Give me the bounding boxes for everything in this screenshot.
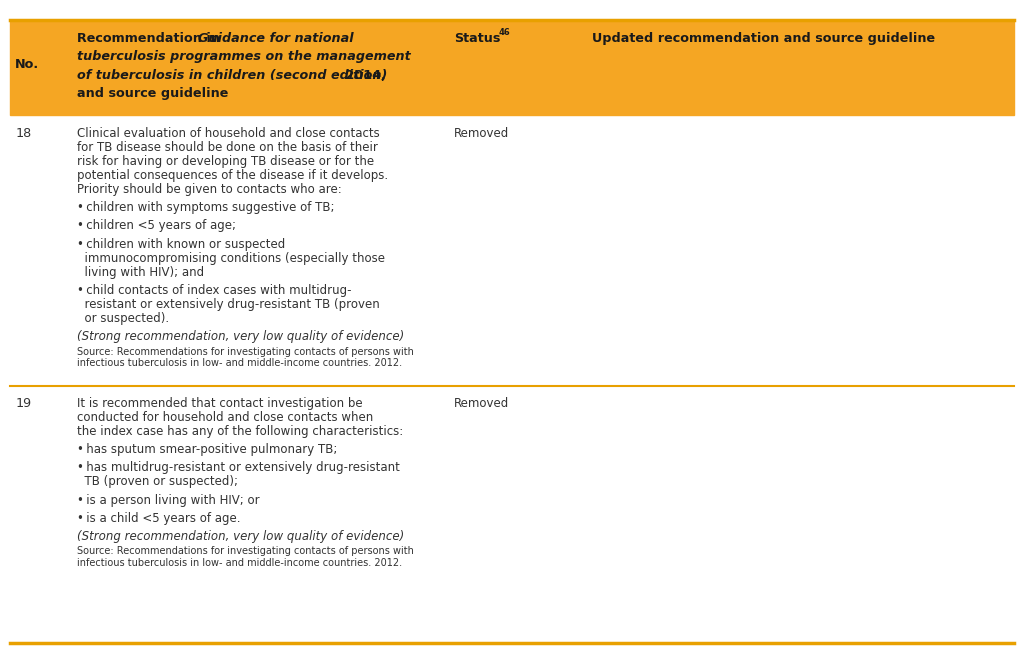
Text: • children with symptoms suggestive of TB;: • children with symptoms suggestive of T… [77,201,334,214]
Text: Guidance for national: Guidance for national [198,32,353,45]
Text: risk for having or developing TB disease or for the: risk for having or developing TB disease… [77,155,374,168]
Text: (Strong recommendation, very low quality of evidence): (Strong recommendation, very low quality… [77,530,404,543]
Text: potential consequences of the disease if it develops.: potential consequences of the disease if… [77,169,388,182]
Text: • has multidrug-resistant or extensively drug-resistant: • has multidrug-resistant or extensively… [77,461,399,474]
Text: Status: Status [454,32,500,45]
Text: • children <5 years of age;: • children <5 years of age; [77,219,236,233]
Text: Recommendation in: Recommendation in [77,32,224,45]
Text: resistant or extensively drug-resistant TB (proven: resistant or extensively drug-resistant … [77,298,380,311]
Text: immunocompromising conditions (especially those: immunocompromising conditions (especiall… [77,252,385,265]
Text: • child contacts of index cases with multidrug-: • child contacts of index cases with mul… [77,284,351,297]
Text: 19: 19 [15,397,32,410]
Text: 18: 18 [15,127,32,140]
Text: • is a person living with HIV; or: • is a person living with HIV; or [77,494,259,507]
Text: and source guideline: and source guideline [77,87,228,100]
Text: It is recommended that contact investigation be: It is recommended that contact investiga… [77,397,362,410]
Text: for TB disease should be done on the basis of their: for TB disease should be done on the bas… [77,140,378,154]
Text: (Strong recommendation, very low quality of evidence): (Strong recommendation, very low quality… [77,330,404,343]
Text: conducted for household and close contacts when: conducted for household and close contac… [77,411,373,424]
Text: living with HIV); and: living with HIV); and [77,266,204,279]
Text: Removed: Removed [454,127,509,140]
Text: • children with known or suspected: • children with known or suspected [77,237,285,250]
Text: Source: Recommendations for investigating contacts of persons with: Source: Recommendations for investigatin… [77,546,414,556]
Text: or suspected).: or suspected). [77,312,169,326]
Text: infectious tuberculosis in low- and middle-income countries. 2012.: infectious tuberculosis in low- and midd… [77,558,402,567]
Text: of tuberculosis in children (second edition): of tuberculosis in children (second edit… [77,69,387,82]
Text: infectious tuberculosis in low- and middle-income countries. 2012.: infectious tuberculosis in low- and midd… [77,358,402,368]
Text: tuberculosis programmes on the management: tuberculosis programmes on the managemen… [77,50,411,63]
Text: • has sputum smear-positive pulmonary TB;: • has sputum smear-positive pulmonary TB… [77,444,337,456]
Text: Priority should be given to contacts who are:: Priority should be given to contacts who… [77,183,342,196]
Text: Removed: Removed [454,397,509,410]
Text: TB (proven or suspected);: TB (proven or suspected); [77,476,238,488]
Text: 46: 46 [499,28,510,38]
Bar [10,20,1014,115]
Text: Updated recommendation and source guideline: Updated recommendation and source guidel… [592,32,935,45]
Text: 2014,: 2014, [341,69,386,82]
Text: the index case has any of the following characteristics:: the index case has any of the following … [77,425,403,438]
Text: Source: Recommendations for investigating contacts of persons with: Source: Recommendations for investigatin… [77,347,414,357]
Text: No.: No. [15,58,40,71]
Text: Clinical evaluation of household and close contacts: Clinical evaluation of household and clo… [77,127,380,140]
Text: • is a child <5 years of age.: • is a child <5 years of age. [77,512,241,525]
